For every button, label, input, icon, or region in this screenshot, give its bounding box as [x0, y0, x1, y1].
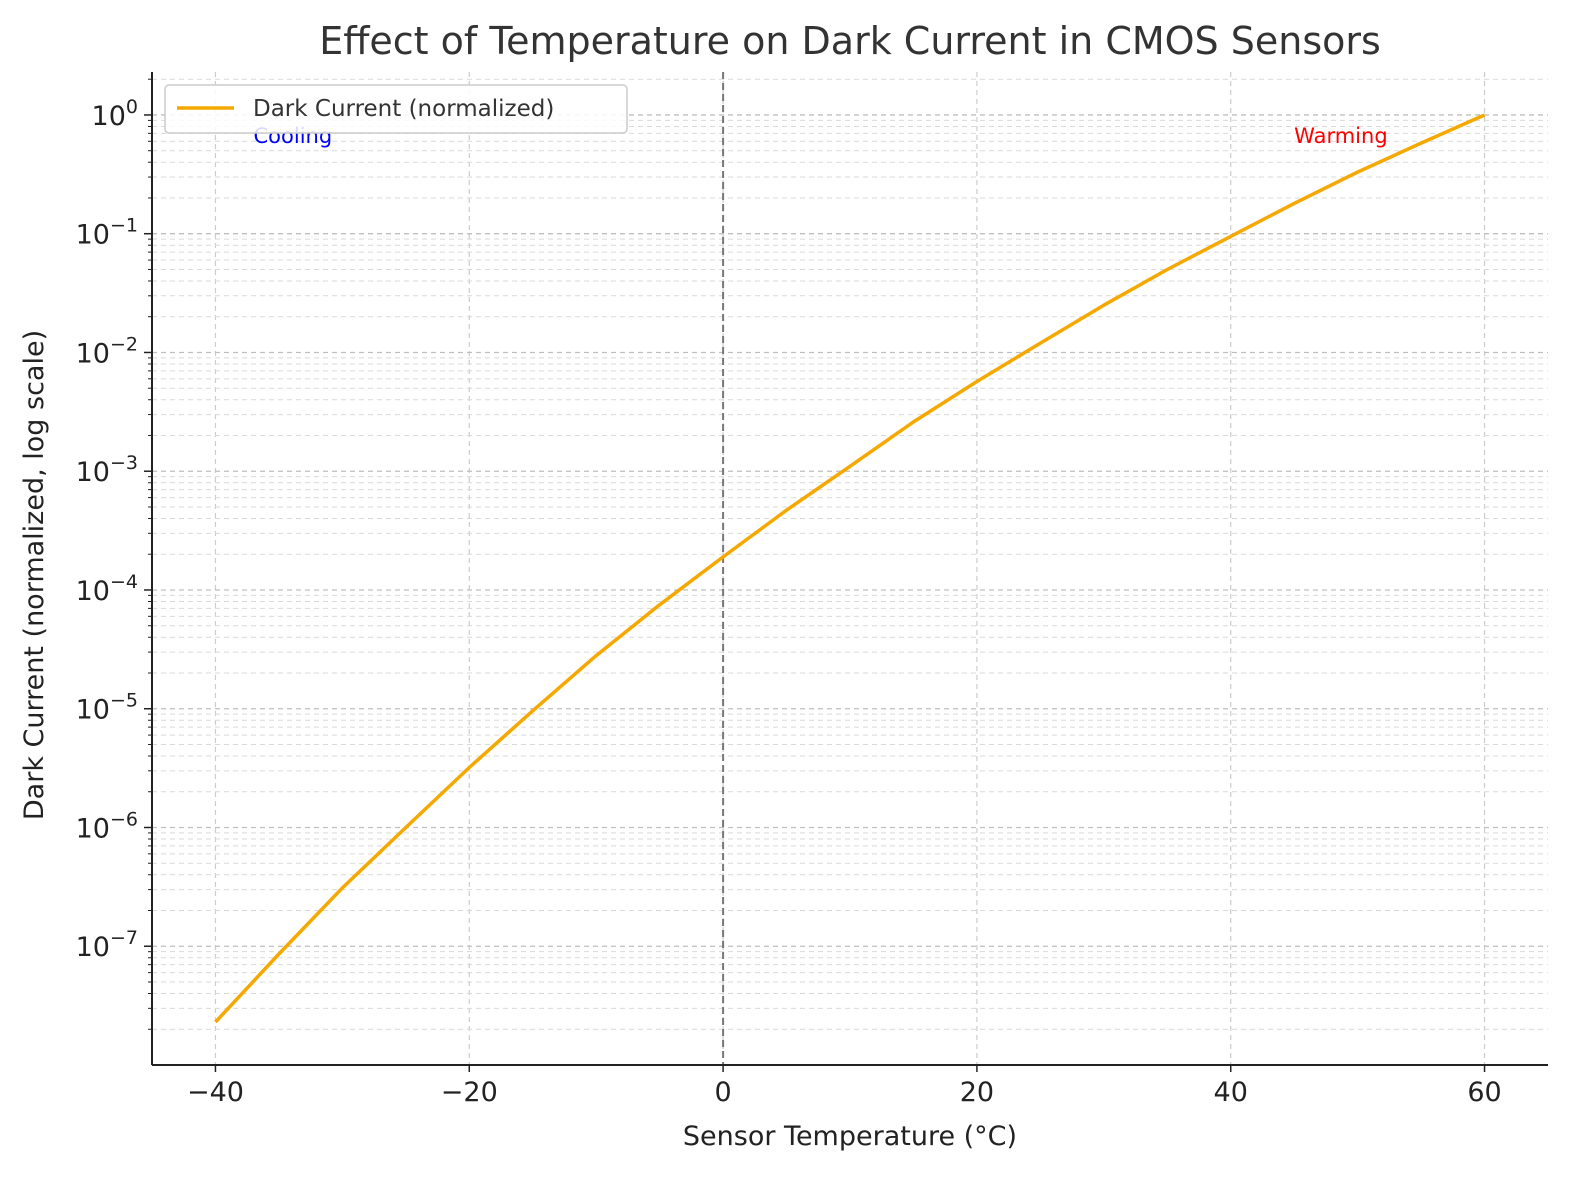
y-tick-label: 10−3 [76, 452, 138, 488]
x-tick-label: −40 [187, 1077, 244, 1108]
x-axis-label: Sensor Temperature (°C) [683, 1121, 1017, 1152]
y-tick-label: 10−5 [76, 690, 138, 726]
axes [151, 72, 1548, 1066]
y-tick-label: 10−4 [76, 571, 138, 607]
legend-entry-label: Dark Current (normalized) [253, 96, 554, 122]
x-tick-label: 0 [714, 1077, 731, 1108]
y-tick-label: 100 [92, 96, 138, 132]
x-tick-label: 20 [960, 1077, 994, 1108]
series-layer [214, 113, 1486, 1024]
y-tick-label: 10−2 [76, 333, 138, 369]
x-tick-label: 60 [1467, 1077, 1501, 1108]
annotation-warming: Warming [1294, 124, 1388, 148]
chart-title: Effect of Temperature on Dark Current in… [319, 19, 1381, 63]
y-ticks: 100 10−1 10−2 10−3 10−4 10−5 10−6 10−7 [76, 78, 152, 1030]
x-ticks: −40 −20 0 20 40 60 [187, 1065, 1502, 1108]
x-tick-label: −20 [441, 1077, 498, 1108]
y-tick-label: 10−6 [76, 808, 138, 844]
series-line-dark-current [214, 113, 1486, 1024]
legend-box [164, 84, 628, 134]
grid [152, 72, 1548, 1066]
y-tick-label: 10−7 [76, 927, 138, 963]
x-tick-label: 40 [1214, 1077, 1248, 1108]
y-axis-label: Dark Current (normalized, log scale) [19, 330, 50, 820]
y-tick-label: 10−1 [76, 215, 138, 251]
legend[interactable]: Dark Current (normalized) [164, 84, 628, 134]
